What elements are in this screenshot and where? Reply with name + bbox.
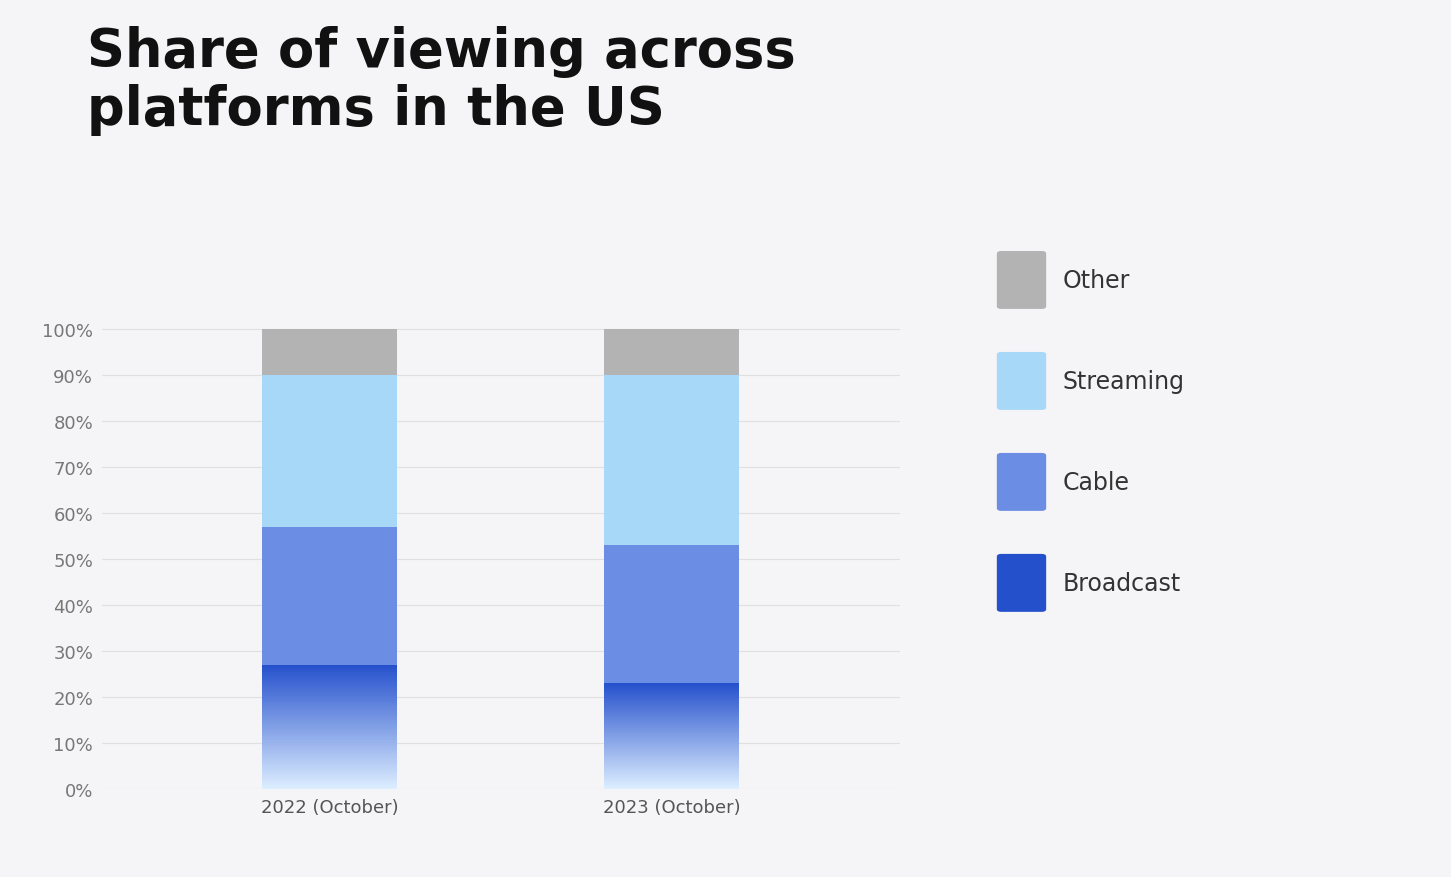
Text: Cable: Cable	[1062, 470, 1129, 495]
Text: Broadcast: Broadcast	[1062, 571, 1180, 595]
Bar	[263, 376, 398, 527]
Bar	[263, 527, 398, 666]
Bar	[263, 330, 398, 376]
Text: Other: Other	[1062, 268, 1129, 293]
Bar	[604, 376, 739, 545]
Bar	[604, 330, 739, 376]
Text: Streaming: Streaming	[1062, 369, 1184, 394]
Bar	[604, 545, 739, 684]
Text: Share of viewing across
platforms in the US: Share of viewing across platforms in the…	[87, 26, 795, 136]
